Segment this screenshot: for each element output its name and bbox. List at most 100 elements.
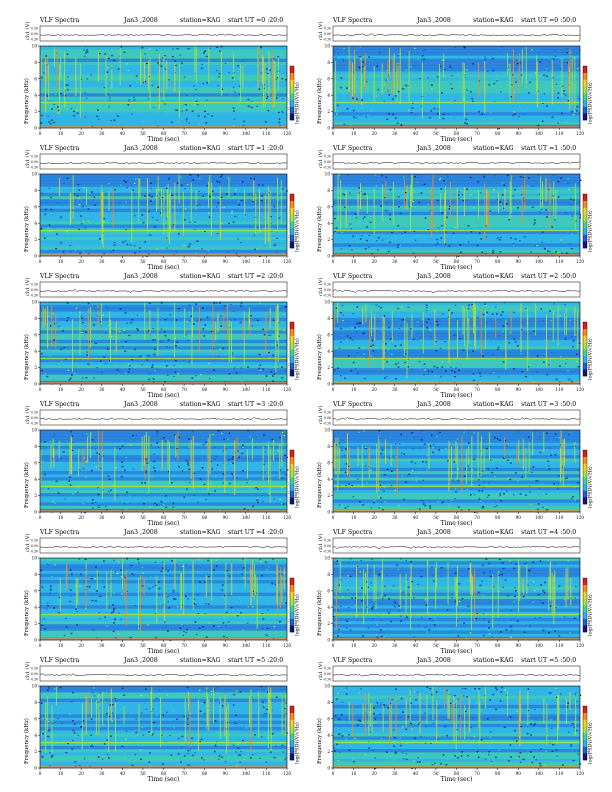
noise-speckle <box>363 183 365 185</box>
noise-speckle <box>279 436 281 439</box>
sferic-streak <box>140 55 142 79</box>
noise-speckle <box>94 305 96 307</box>
noise-speckle <box>397 362 399 364</box>
noise-speckle <box>128 368 131 370</box>
noise-speckle <box>493 586 495 588</box>
panel-date: Jan3 ,2008 <box>123 17 158 24</box>
noise-speckle <box>120 708 122 711</box>
noise-speckle <box>336 113 338 115</box>
noise-speckle <box>80 49 83 51</box>
noise-speckle <box>397 121 399 123</box>
noise-speckle <box>459 637 461 639</box>
noise-speckle <box>221 433 223 435</box>
noise-speckle <box>116 717 119 719</box>
noise-speckle <box>499 493 501 495</box>
noise-speckle <box>489 210 491 212</box>
noise-speckle <box>508 760 510 762</box>
noise-speckle <box>394 752 397 754</box>
sferic-streak <box>509 63 511 102</box>
x-tick-label: 30 <box>392 515 398 520</box>
noise-speckle <box>204 324 207 326</box>
noise-speckle <box>215 476 217 478</box>
noise-speckle <box>425 725 427 727</box>
noise-speckle <box>255 592 258 594</box>
noise-speckle <box>417 58 419 60</box>
noise-speckle <box>220 176 222 178</box>
noise-speckle <box>572 759 575 762</box>
noise-speckle <box>357 372 359 374</box>
noise-speckle <box>343 82 345 84</box>
noise-speckle <box>471 222 473 224</box>
noise-speckle <box>97 493 100 496</box>
sferic-streak <box>263 56 264 107</box>
noise-speckle <box>151 364 154 366</box>
noise-speckle <box>535 759 538 761</box>
noise-speckle <box>496 505 498 507</box>
y-tick-label: 8 <box>34 60 37 65</box>
noise-speckle <box>248 79 250 82</box>
noise-speckle <box>114 364 117 366</box>
noise-speckle <box>423 363 426 365</box>
noise-speckle <box>144 241 146 243</box>
noise-speckle <box>123 694 125 696</box>
noise-speckle <box>107 93 109 95</box>
noise-speckle <box>498 749 500 751</box>
noise-speckle <box>531 759 533 762</box>
noise-speckle <box>110 735 112 737</box>
noise-speckle <box>268 334 270 336</box>
sferic-streak <box>108 191 110 211</box>
sferic-streak <box>253 180 255 202</box>
ch1-strip-frame <box>39 665 288 682</box>
noise-speckle <box>95 612 98 614</box>
sferic-streak <box>277 566 279 613</box>
noise-speckle <box>73 732 76 734</box>
noise-speckle <box>279 573 281 575</box>
x-tick-label: 20 <box>371 515 377 520</box>
noise-speckle <box>440 763 442 765</box>
noise-speckle <box>376 240 378 242</box>
sferic-streak <box>362 703 364 725</box>
noise-speckle <box>422 498 424 500</box>
noise-speckle <box>53 434 55 436</box>
noise-speckle <box>272 380 274 382</box>
frequency-band <box>40 480 287 484</box>
noise-speckle <box>420 339 423 341</box>
sferic-streak <box>378 435 380 491</box>
noise-speckle <box>181 597 183 599</box>
noise-speckle <box>512 195 515 197</box>
frequency-band <box>333 308 580 312</box>
noise-speckle <box>543 591 546 593</box>
noise-speckle <box>71 720 74 722</box>
sferic-streak <box>525 447 527 479</box>
noise-speckle <box>434 244 437 246</box>
noise-speckle <box>156 434 158 436</box>
noise-speckle <box>379 573 381 575</box>
noise-speckle <box>492 354 494 356</box>
noise-speckle <box>395 378 397 380</box>
noise-speckle <box>503 207 505 209</box>
noise-speckle <box>536 371 538 373</box>
noise-speckle <box>338 719 341 721</box>
noise-speckle <box>185 460 188 462</box>
noise-speckle <box>222 596 225 598</box>
noise-speckle <box>243 120 245 123</box>
noise-speckle <box>264 121 267 123</box>
noise-speckle <box>254 446 257 448</box>
frequency-band <box>40 233 287 238</box>
sferic-streak <box>356 565 357 618</box>
noise-speckle <box>387 755 389 757</box>
noise-speckle <box>459 337 461 340</box>
noise-speckle <box>234 722 237 724</box>
frequency-band <box>40 352 287 356</box>
noise-speckle <box>378 574 380 576</box>
colorbar-segment <box>290 463 294 471</box>
colorbar-label: log(PSD)(V/√Hz) <box>294 466 301 508</box>
ch1-axis-label: ch1 (V) <box>24 22 31 40</box>
noise-speckle <box>498 376 500 378</box>
frequency-band <box>333 493 580 497</box>
noise-speckle <box>498 558 501 561</box>
noise-speckle <box>205 498 207 501</box>
noise-speckle <box>470 494 472 496</box>
noise-speckle <box>462 200 465 202</box>
noise-speckle <box>144 195 146 197</box>
